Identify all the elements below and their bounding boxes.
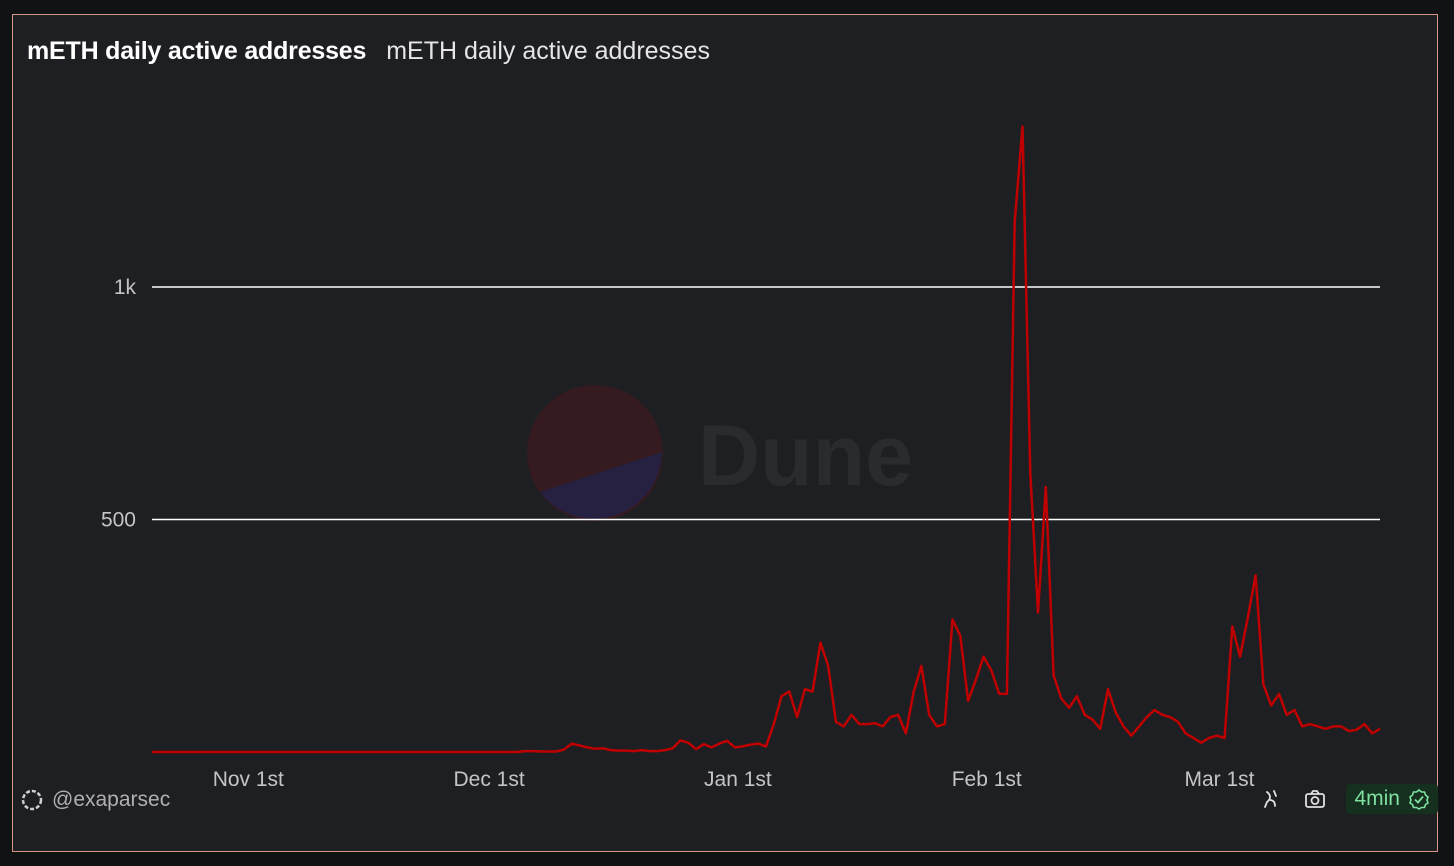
footer-actions: 4min [1258,784,1438,814]
chart-header: mETH daily active addresses mETH daily a… [27,37,710,66]
check-badge-icon [1409,788,1429,810]
camera-icon[interactable] [1302,786,1328,812]
x-tick-label: Jan 1st [704,768,772,791]
dune-watermark: Dune [527,385,913,521]
dune-logo-lower-half [540,452,662,519]
chart-subtitle: mETH daily active addresses [386,37,710,65]
ribbon-icon[interactable] [1258,786,1284,812]
x-tick-label: Mar 1st [1184,768,1254,791]
chart-title: mETH daily active addresses [27,37,367,65]
series-line-0[interactable] [152,125,1381,754]
y-tick-label: 500 [101,509,136,532]
y-tick-label: 1k [114,276,137,299]
author-handle[interactable]: @exaparsec [52,788,171,811]
dune-watermark-text: Dune [698,408,913,504]
chart-card: mETH daily active addresses mETH daily a… [12,14,1438,852]
x-tick-label: Nov 1st [213,768,284,791]
refresh-status-badge[interactable]: 4min [1346,784,1438,814]
x-tick-label: Feb 1st [952,768,1022,791]
profile-avatar-icon [21,789,43,811]
x-tick-label: Dec 1st [453,768,524,791]
refresh-age-label: 4min [1354,787,1400,810]
footer-author: @exaparsec [20,788,170,812]
